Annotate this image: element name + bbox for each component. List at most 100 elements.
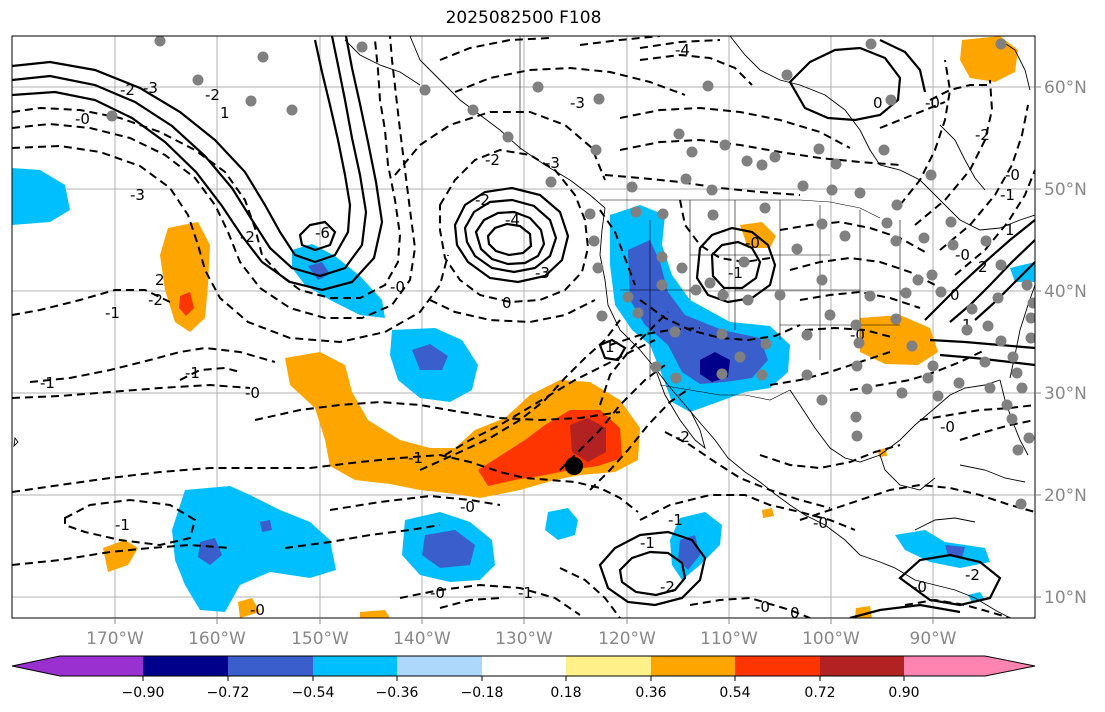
lon-tick-label: 130°W [495,629,553,649]
contour-label: -2 [965,566,980,584]
contour-label: -0 [245,384,260,402]
axis-ticks [114,86,1041,624]
contour-label: -2 [148,291,163,309]
contour-label: -4 [505,211,520,229]
pos-anomaly-west [160,222,210,332]
colorbar-label: −0.54 [292,685,335,701]
contour-label: 2 [155,271,165,289]
colorbar-segment [228,656,313,676]
cuba [959,464,1026,483]
contour-label: -2 [660,578,675,596]
lat-tick-label: 30°N [1044,384,1087,404]
contour-label: -2 [675,428,690,446]
contour-label: -1 [640,534,655,552]
contour-label: -0 [955,246,970,264]
contour-label: -4 [675,41,690,59]
colorbar-segment [904,656,1035,676]
colorbar-segment [12,656,143,676]
contour-label: 1 [1005,221,1015,239]
colorbar-segment [651,656,735,676]
station-dots [106,36,1035,510]
neg-anomaly-small-1 [545,508,578,540]
contour-label: 0 [950,286,960,304]
lon-tick-label: 110°W [700,629,758,649]
contour-label: -0 [755,598,770,616]
contour-label: 2 [978,258,988,276]
neg-anomaly-hawaii-west [172,486,336,612]
colorbar-segment [820,656,904,676]
contour-label: -0 [390,278,405,296]
west-coast-north-america [599,207,896,569]
colorbar-segment [143,656,228,676]
contour-label: -2 [205,86,220,104]
lat-tick-label: 40°N [1044,282,1087,302]
lat-tick-label: 20°N [1044,486,1087,506]
colorbar-label: 0.72 [804,685,835,701]
contour-label: -1 [105,304,120,322]
lat-tick-label: 50°N [1044,180,1087,200]
hudson-bay [879,164,1035,231]
solid-contours [12,36,1035,618]
contour-label: -0 [1005,166,1020,184]
colorbar-segment [482,656,566,676]
colorbar-segment [397,656,482,676]
contour-label: -0 [460,498,475,516]
latitude-labels: 60°N 50°N 40°N 30°N 20°N 10°N [1044,78,1087,608]
lon-tick-label: 160°W [188,629,246,649]
contour-label: -0 [813,514,828,532]
longitude-labels: 170°W 160°W 150°W 140°W 130°W 120°W 110°… [86,629,957,649]
lon-tick-label: 140°W [393,629,451,649]
colorbar-label: −0.72 [207,685,250,701]
colorbar-label: 0.18 [550,685,581,701]
contour-label: -0 [75,110,90,128]
contour-label: -3 [130,186,145,204]
pos-anomaly-southwest-corner [103,540,138,572]
lat-tick-label: 60°N [1044,78,1087,98]
contour-label: -0 [940,418,955,436]
contour-label: -0 [912,578,927,596]
colorbar-segment [313,656,397,676]
contour-label: -1 [1000,186,1015,204]
contour-label: -2 [975,126,990,144]
central-america [894,567,1011,618]
baja-california [654,367,706,450]
lon-tick-label: 170°W [86,629,144,649]
colorbar-segment [735,656,820,676]
contour-label: -6 [315,224,330,242]
contour-label: -0 [745,234,760,252]
us-mexico-border [659,384,791,401]
us-canada-border [600,199,881,219]
contour-label: -2 [475,191,490,209]
pos-anomaly-gulf-coast [860,315,938,365]
contour-label: -1 [40,374,55,392]
contour-labels: -2 -3 -0 -2 -3 -2 -1 -2 -1 -1 -1 -0 -0 -… [40,41,1020,622]
colorbar-label: 0.90 [888,685,919,701]
colorbar-label: 0.54 [719,685,750,701]
contour-label: -3 [545,154,560,172]
contour-label: 1 [220,104,230,122]
contour-label: -3 [143,79,158,97]
political-borders [519,36,901,401]
contour-label: -1 [668,511,683,529]
contour-label: 0 [790,604,800,622]
colorbar-label: 0.36 [635,685,666,701]
alaska-coastline [409,36,606,209]
lat-tick-label: 10°N [1044,588,1087,608]
contour-label: 0 [502,294,512,312]
contour-label: -3 [535,264,550,282]
contour-label: -2 [120,81,135,99]
contour-label: -2 [485,151,500,169]
map-title: 2025082500 F108 [445,8,602,28]
canada-north-coast [729,36,881,166]
contour-label: -1 [728,264,743,282]
lon-tick-label: 90°W [910,629,957,649]
contour-label: -1 [185,364,200,382]
neg-anomaly-west-edge [12,168,70,225]
contour-label: -0 [925,94,940,112]
lon-tick-label: 150°W [291,629,349,649]
contour-label: -3 [570,94,585,112]
lon-tick-label: 120°W [598,629,656,649]
colorbar-segment [566,656,651,676]
colorbar: −0.90 −0.72 −0.54 −0.36 −0.18 0.18 0.36 … [11,655,1036,701]
